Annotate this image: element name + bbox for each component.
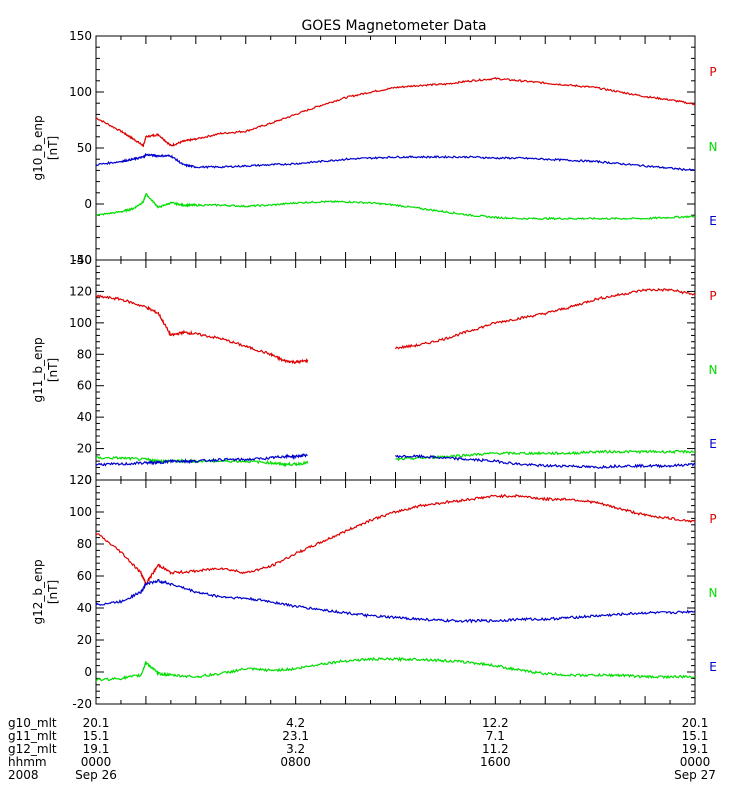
y-tick-label: 50 bbox=[77, 141, 92, 155]
time-axis-value: 20.1 bbox=[682, 716, 709, 730]
time-row-label: g11_mlt bbox=[8, 729, 57, 743]
y-tick-label: -50 bbox=[72, 253, 92, 267]
time-axis-value: 15.1 bbox=[682, 729, 709, 743]
series-line-E bbox=[395, 454, 696, 469]
y-tick-label: 100 bbox=[69, 505, 92, 519]
legend-P: P bbox=[709, 289, 716, 303]
series-line-N bbox=[95, 193, 696, 221]
legend-P: P bbox=[709, 512, 716, 526]
series-line-P bbox=[95, 77, 696, 147]
legend-E: E bbox=[709, 437, 717, 451]
chart-title: GOES Magnetometer Data bbox=[301, 18, 486, 34]
legend-E: E bbox=[709, 214, 717, 228]
y-tick-label: 0 bbox=[84, 473, 92, 487]
y-axis-label: g12_b_enp bbox=[31, 559, 45, 624]
y-tick-label: 0 bbox=[84, 197, 92, 211]
y-tick-label: 60 bbox=[77, 379, 92, 393]
y-tick-label: 80 bbox=[77, 537, 92, 551]
time-axis-value: 4.2 bbox=[286, 716, 305, 730]
y-tick-label: 80 bbox=[77, 347, 92, 361]
time-axis-value: 11.2 bbox=[482, 742, 509, 756]
time-axis-value: 15.1 bbox=[83, 729, 110, 743]
legend-N: N bbox=[709, 140, 718, 154]
series-line-P bbox=[95, 493, 696, 586]
y-tick-label: 150 bbox=[69, 29, 92, 43]
y-tick-label: 100 bbox=[69, 316, 92, 330]
panel-frame bbox=[95, 35, 696, 261]
y-axis-label: g11_b_enp bbox=[31, 337, 45, 402]
panel-frame bbox=[95, 259, 696, 481]
time-row-label: g12_mlt bbox=[8, 742, 57, 756]
series-line-E bbox=[95, 578, 696, 624]
y-tick-label: -20 bbox=[72, 697, 92, 711]
y-tick-label: 120 bbox=[69, 284, 92, 298]
time-axis-value: Sep 26 bbox=[75, 768, 117, 782]
series-line-E bbox=[95, 152, 696, 172]
time-axis-value: 7.1 bbox=[486, 729, 505, 743]
y-axis-unit: [nT] bbox=[46, 136, 60, 160]
y-tick-label: 40 bbox=[77, 601, 92, 615]
time-axis-value: 0000 bbox=[81, 755, 112, 769]
y-tick-label: 0 bbox=[84, 665, 92, 679]
y-tick-label: 100 bbox=[69, 85, 92, 99]
legend-N: N bbox=[709, 363, 718, 377]
time-axis-value: 20.1 bbox=[83, 716, 110, 730]
series-line-P bbox=[394, 287, 696, 350]
y-axis-unit: [nT] bbox=[46, 580, 60, 604]
legend-P: P bbox=[709, 65, 716, 79]
series-line-E bbox=[95, 453, 308, 467]
y-tick-label: 20 bbox=[77, 633, 92, 647]
series-line-N bbox=[395, 449, 696, 462]
y-tick-label: 20 bbox=[77, 442, 92, 456]
time-axis-value: 0000 bbox=[680, 755, 711, 769]
legend-N: N bbox=[709, 586, 718, 600]
time-row-label: 2008 bbox=[8, 768, 39, 782]
time-axis-value: 12.2 bbox=[482, 716, 509, 730]
time-axis-value: Sep 27 bbox=[674, 768, 716, 782]
time-axis-value: 3.2 bbox=[286, 742, 305, 756]
y-axis-label: g10_b_enp bbox=[31, 115, 45, 180]
legend-E: E bbox=[709, 660, 717, 674]
y-tick-label: 120 bbox=[69, 473, 92, 487]
series-line-N bbox=[95, 456, 309, 468]
time-axis-value: 19.1 bbox=[682, 742, 709, 756]
time-axis-value: 1600 bbox=[480, 755, 511, 769]
time-row-label: g10_mlt bbox=[8, 716, 57, 730]
y-axis-unit: [nT] bbox=[46, 358, 60, 382]
series-line-P bbox=[95, 294, 309, 365]
y-tick-label: 140 bbox=[69, 253, 92, 267]
time-axis-value: 19.1 bbox=[83, 742, 110, 756]
y-tick-label: 60 bbox=[77, 569, 92, 583]
time-axis-value: 23.1 bbox=[282, 729, 309, 743]
series-line-N bbox=[95, 656, 696, 682]
y-tick-label: 40 bbox=[77, 410, 92, 424]
time-row-label: hhmm bbox=[8, 755, 47, 769]
time-axis-value: 0800 bbox=[280, 755, 311, 769]
